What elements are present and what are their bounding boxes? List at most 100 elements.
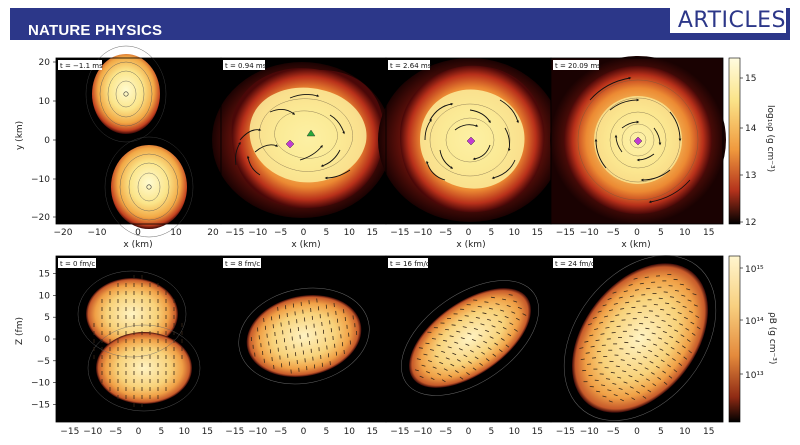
velocity-vector [475, 317, 480, 319]
velocity-vector [607, 389, 612, 392]
velocity-vector [522, 313, 527, 316]
velocity-vector [608, 400, 613, 403]
bottom-y-tick: −10 [31, 379, 50, 389]
top-panel-1: t = −1.1 ms [55, 45, 222, 238]
bottom-x-tick: −15 [556, 427, 575, 437]
velocity-vector [688, 310, 693, 313]
velocity-vector [633, 368, 638, 371]
velocity-vector [686, 339, 691, 343]
top-x-tick: −15 [225, 228, 244, 238]
velocity-vector [421, 364, 426, 367]
velocity-vector [597, 310, 602, 313]
top-x-tick: 10 [170, 228, 182, 238]
velocity-vector [654, 354, 659, 358]
bottom-x-tick: −10 [83, 427, 102, 437]
velocity-vector [460, 337, 465, 340]
bottom-x-tick: 15 [202, 427, 213, 437]
velocity-vector [683, 356, 688, 360]
velocity-vector [651, 332, 656, 335]
velocity-vector [640, 334, 645, 336]
velocity-vector [480, 323, 485, 326]
velocity-vector [594, 328, 599, 330]
velocity-vector [466, 372, 470, 376]
velocity-vector [463, 354, 468, 358]
velocity-vector [667, 324, 672, 327]
top-x-tick: −10 [88, 228, 107, 238]
velocity-vector [452, 352, 457, 356]
velocity-vector [617, 376, 622, 379]
velocity-vector [672, 318, 677, 321]
velocity-vector [469, 321, 474, 324]
velocity-vector [507, 333, 512, 337]
velocity-vector [438, 333, 443, 335]
velocity-vector [663, 381, 668, 385]
velocity-vector [483, 340, 488, 344]
top-colorbar-tick: 14 [745, 124, 757, 134]
velocity-vector [485, 329, 490, 333]
top-x-tick: −20 [54, 228, 73, 238]
top-x-label: x (km) [291, 240, 320, 250]
velocity-vector [695, 315, 700, 319]
top-y-axis: 20 10 0 −10 −20 y (km) [15, 58, 56, 223]
velocity-vector [670, 346, 675, 350]
velocity-vector [692, 293, 697, 296]
velocity-vector [504, 316, 509, 319]
velocity-vector [680, 334, 685, 337]
velocity-vector [481, 351, 486, 355]
top-y-tick: 0 [44, 136, 50, 146]
velocity-vector [665, 302, 670, 305]
velocity-vector [652, 383, 657, 387]
velocity-vector [644, 276, 649, 278]
velocity-vector [599, 321, 604, 324]
top-x-tick: 20 [207, 228, 219, 238]
velocity-vector [491, 325, 496, 328]
velocity-vector [691, 332, 696, 336]
velocity-vector [679, 283, 684, 286]
velocity-vector [630, 346, 635, 349]
bottom-panel-3-label: t = 16 fm/c [390, 260, 430, 268]
velocity-vector [502, 298, 507, 301]
bottom-x-tick: −5 [439, 427, 452, 437]
velocity-vector [473, 328, 478, 330]
velocity-vector [620, 308, 625, 310]
bottom-x-tick: 5 [489, 427, 495, 437]
velocity-vector [430, 377, 435, 381]
velocity-vector [470, 350, 474, 353]
velocity-vector [673, 369, 678, 373]
velocity-vector [511, 311, 516, 314]
velocity-vector [666, 313, 671, 316]
bottom-x-tick: 5 [324, 427, 330, 437]
velocity-vector [498, 349, 503, 353]
top-y-tick: 20 [39, 58, 51, 68]
bottom-x-tick: −10 [580, 427, 599, 437]
velocity-vector [419, 375, 424, 378]
bottom-panel-4-label: t = 24 fm/c [555, 260, 595, 268]
velocity-vector [579, 347, 584, 349]
bottom-x-axis: −15 −10 −5 0 5 10 15 −15 −10 −5 0 5 10 15 −15 −10 −5 0 5 10… [60, 427, 714, 437]
top-x-tick: 15 [532, 228, 543, 238]
velocity-vector [515, 317, 520, 321]
bottom-panel-3: t = 16 fm/c [385, 255, 552, 423]
velocity-vector [623, 290, 628, 293]
velocity-vector [657, 376, 662, 380]
velocity-vector [610, 371, 615, 374]
bottom-x-tick: −5 [274, 427, 287, 437]
bottom-x-tick: −10 [248, 427, 267, 437]
bottom-y-tick: 10 [39, 291, 51, 301]
velocity-vector [685, 328, 690, 331]
velocity-vector [655, 315, 660, 317]
velocity-vector [618, 296, 623, 299]
top-x-tick: 0 [135, 228, 141, 238]
top-panel-3: t = 2.64 ms [378, 57, 562, 225]
top-panel-4-label: t = 20.09 ms [555, 62, 601, 70]
top-x-tick: 10 [344, 228, 356, 238]
velocity-vector [607, 297, 612, 300]
top-x-tick: −10 [413, 228, 432, 238]
bottom-x-tick: −15 [390, 427, 409, 437]
velocity-vector [629, 295, 635, 297]
velocity-vector [644, 367, 649, 370]
bottom-x-tick: 5 [159, 427, 165, 437]
top-x-tick: −5 [274, 228, 287, 238]
velocity-vector [686, 288, 691, 291]
velocity-vector [682, 305, 687, 308]
